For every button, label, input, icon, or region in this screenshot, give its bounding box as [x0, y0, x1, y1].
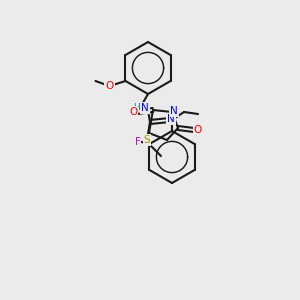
Text: N: N	[167, 114, 175, 124]
Text: S: S	[144, 135, 150, 145]
Text: O: O	[194, 125, 202, 135]
Text: O: O	[129, 107, 137, 117]
Text: N: N	[170, 106, 178, 116]
Text: F: F	[134, 137, 140, 147]
Text: O: O	[105, 81, 114, 91]
Text: N: N	[141, 103, 149, 113]
Text: H: H	[134, 103, 140, 112]
